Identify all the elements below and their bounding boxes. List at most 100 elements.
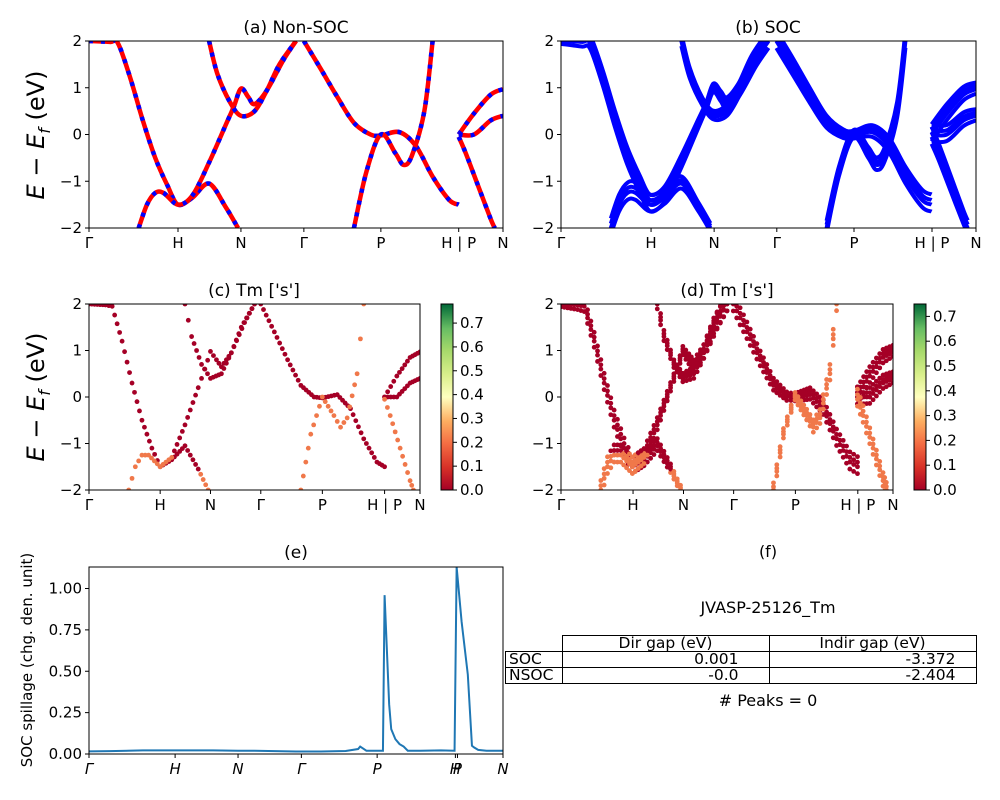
band-point [830,326,836,332]
band-point [241,320,247,325]
x-tick-label: H | P [915,234,950,252]
band-point [694,357,700,362]
band-point [664,388,670,394]
band-point [356,424,361,430]
band-point [266,318,272,324]
band-point [114,321,120,327]
band-point [661,331,667,337]
band-point [661,327,667,333]
band-point [285,357,290,363]
band-point [867,425,873,431]
band-point [588,318,594,324]
colorbar-tick-label: 0.5 [460,362,484,380]
band-point [737,322,743,328]
band-point [274,335,280,340]
band-point [648,430,654,436]
band-point [618,431,624,437]
band-point [195,385,201,391]
x-tick-label: P [376,234,385,252]
x-tick-label: H [172,234,183,252]
band-point [788,402,794,408]
band-point [814,391,820,397]
band-point [658,406,663,412]
band-point [744,319,750,325]
band-point [585,315,590,321]
band-point [200,477,206,482]
row-label: SOC [505,651,563,668]
band-point [824,377,829,382]
colorbar-tick-label: 0.7 [933,307,957,325]
band-point [196,355,202,360]
band-point [668,380,673,385]
band-point [664,337,670,343]
gap-table: Dir gap (eV) Indir gap (eV) SOC 0.001 -3… [505,635,977,684]
band-point [605,383,610,388]
svg-text:SOC spillage (chg. den. unit): SOC spillage (chg. den. unit) [18,553,36,768]
band-point [834,308,839,314]
x-tick-label: N [970,234,981,252]
band-point [674,476,680,482]
colorbar-tick-label: 0.2 [933,431,957,449]
band-point [664,455,670,460]
band-point [708,324,713,330]
band-point [171,448,177,454]
y-tick-label: −2 [532,481,554,499]
band-point [303,459,309,465]
band-point [658,322,663,328]
band-point [855,454,860,460]
band-point [678,482,683,488]
band-line [824,41,907,222]
x-tick-label: Γ [85,760,95,778]
band-point [112,312,118,318]
band-point [830,336,836,342]
band-point [691,364,697,370]
x-tick-label: Γ [773,234,782,252]
band-point [388,384,394,389]
band-point [236,331,242,337]
band-point [874,447,879,453]
x-tick-label: N [414,496,425,514]
band-point [641,446,647,451]
band-point [820,392,826,397]
band-point [771,480,776,486]
band-point [189,334,195,339]
band-point [214,357,219,363]
band-point [277,340,283,346]
band-point [314,413,319,418]
band-point [651,422,657,428]
band-point [295,377,301,383]
band-point [246,310,252,316]
band-point [784,398,790,403]
band-point [598,483,604,489]
band-point [390,421,396,427]
band-point [641,461,647,466]
band-point [117,330,123,335]
band-point [384,405,390,410]
band-point [774,379,780,385]
band-point [781,426,786,431]
band-point [233,337,239,343]
band-point [132,389,137,395]
band-point [877,463,883,469]
band-point [855,464,860,470]
band-point [798,398,804,404]
band-point [771,484,776,490]
band-point [601,380,607,386]
band-point [774,465,780,471]
band-point [202,366,207,372]
band-point [867,364,873,370]
band-point [399,366,405,372]
band-point [708,333,713,339]
band-point [361,304,367,307]
band-point [661,448,667,454]
band-point [737,305,743,311]
band-point [684,378,689,384]
band-point [144,431,150,437]
band-point [585,307,590,313]
band-point [784,389,790,395]
band-point [350,412,356,418]
x-tick-label: Γ [557,496,566,514]
band-line [931,113,976,138]
band-point [827,412,833,417]
y-tick-label: 2 [72,32,82,50]
